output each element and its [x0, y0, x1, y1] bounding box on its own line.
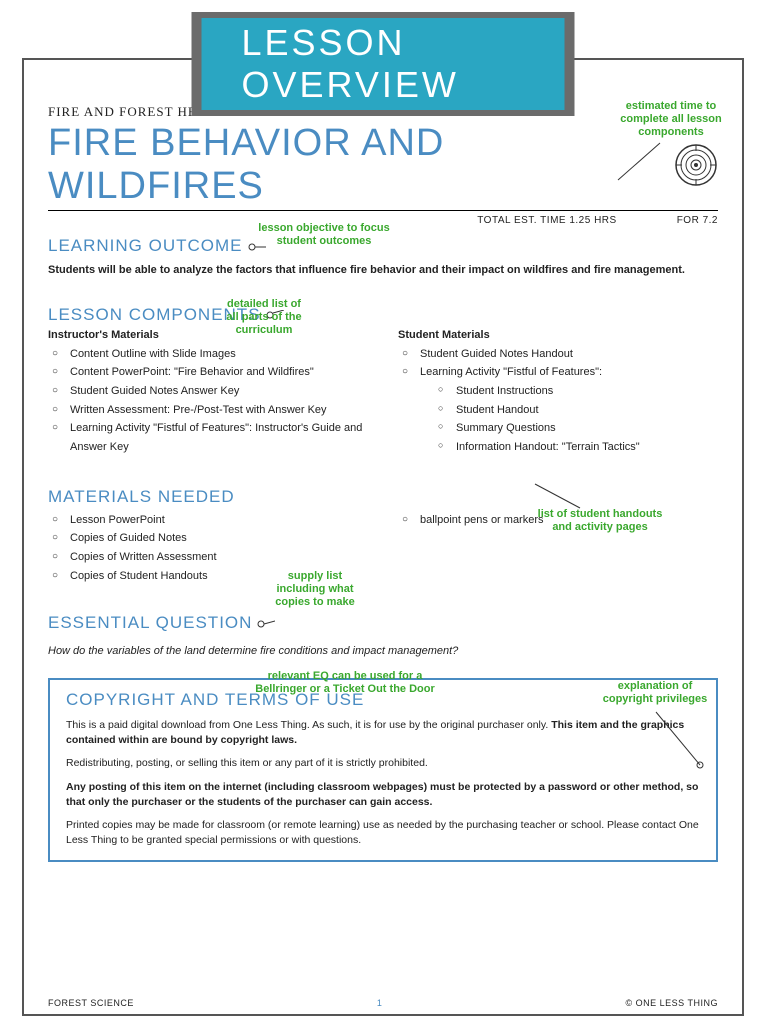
banner-title: LESSON OVERVIEW — [202, 18, 565, 110]
banner-frame: LESSON OVERVIEW — [192, 12, 575, 116]
learning-outcome-text: Students will be able to analyze the fac… — [48, 262, 718, 279]
student-materials-list: Student Guided Notes Handout Learning Ac… — [398, 345, 718, 457]
copyright-p3: Any posting of this item on the internet… — [66, 780, 700, 810]
components-columns: Instructor's Materials Content Outline w… — [48, 329, 718, 457]
list-item: Learning Activity "Fistful of Features":… — [52, 419, 368, 456]
lesson-code: FOR 7.2 — [677, 215, 718, 226]
annotation-components: detailed list ofall parts of thecurricul… — [204, 298, 324, 338]
materials-needed-head: MATERIALS NEEDED — [48, 487, 235, 507]
page-number: 1 — [377, 998, 383, 1008]
list-item: Written Assessment: Pre-/Post-Test with … — [52, 401, 368, 420]
annotation-supply: supply listincluding whatcopies to make — [260, 570, 370, 610]
annotation-objective: lesson objective to focusstudent outcome… — [234, 222, 414, 248]
list-item: Student Handout — [438, 401, 718, 420]
list-item: Student Guided Notes Handout — [402, 345, 718, 364]
list-item-label: Learning Activity "Fistful of Features": — [420, 366, 602, 378]
list-item: Copies of Guided Notes — [52, 529, 368, 548]
list-item: Student Guided Notes Answer Key — [52, 382, 368, 401]
connector-dot-icon — [255, 619, 275, 632]
student-sub-list: Student Instructions Student Handout Sum… — [420, 382, 718, 457]
copyright-p1: This is a paid digital download from One… — [66, 718, 700, 748]
lesson-title: FIRE BEHAVIOR AND WILDFIRES — [48, 122, 668, 208]
estimated-time: TOTAL EST. TIME 1.25 HRS — [477, 215, 616, 226]
lesson-page: FIRE AND FOREST HEALTH FIRE BEHAVIOR AND… — [22, 58, 744, 1016]
essential-question-head: ESSENTIAL QUESTION — [48, 613, 252, 633]
list-item: Content Outline with Slide Images — [52, 345, 368, 364]
tree-ring-icon — [674, 143, 718, 187]
copyright-p3-bold: Any posting of this item on the internet… — [66, 781, 698, 808]
student-materials-head: Student Materials — [398, 329, 718, 341]
annotation-student-handouts: list of student handoutsand activity pag… — [500, 508, 700, 534]
footer-right: © ONE LESS THING — [626, 998, 719, 1008]
learning-outcome-head: LEARNING OUTCOME — [48, 236, 243, 256]
list-item: Learning Activity "Fistful of Features":… — [402, 363, 718, 456]
instructor-materials-list: Content Outline with Slide Images Conten… — [48, 345, 368, 457]
list-item: Copies of Written Assessment — [52, 548, 368, 567]
copyright-p1a: This is a paid digital download from One… — [66, 719, 551, 731]
essential-question-text: How do the variables of the land determi… — [48, 643, 718, 660]
copyright-p4: Printed copies may be made for classroom… — [66, 818, 700, 848]
page-footer: FOREST SCIENCE 1 © ONE LESS THING — [48, 998, 718, 1008]
footer-left: FOREST SCIENCE — [48, 998, 134, 1008]
annotation-copyright: explanation ofcopyright privileges — [580, 680, 730, 706]
list-item: Content PowerPoint: "Fire Behavior and W… — [52, 363, 368, 382]
annotation-time: estimated time tocomplete all lessoncomp… — [596, 100, 746, 140]
list-item: Summary Questions — [438, 419, 718, 438]
list-item: Lesson PowerPoint — [52, 511, 368, 530]
list-item: Student Instructions — [438, 382, 718, 401]
list-item: Information Handout: "Terrain Tactics" — [438, 438, 718, 457]
annotation-eq: relevant EQ can be used for aBellringer … — [230, 670, 460, 696]
copyright-p2: Redistributing, posting, or selling this… — [66, 756, 700, 771]
